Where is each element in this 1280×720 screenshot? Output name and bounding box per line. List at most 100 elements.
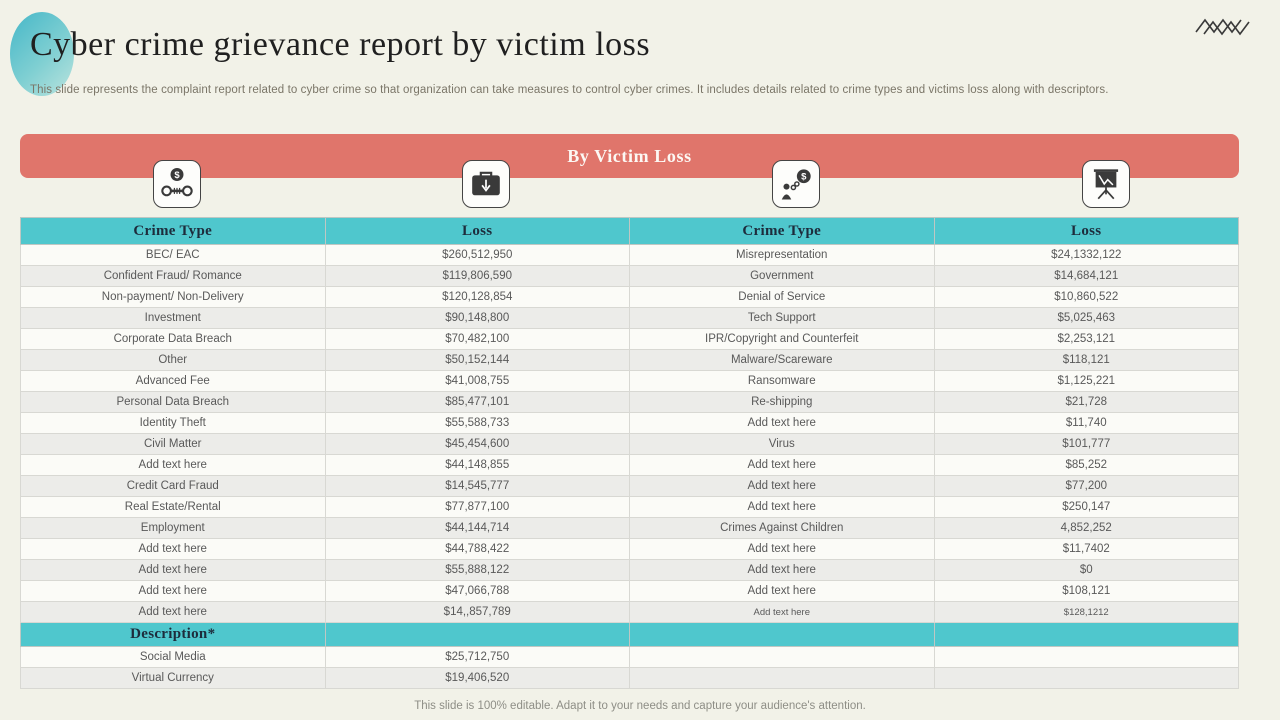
table-row: Personal Data Breach $85,477,101 Re-shippi…: [20, 391, 1239, 413]
loss-cell: $250,147: [933, 496, 1239, 518]
victim-loss-table: Crime Type Loss Crime Type Loss BEC/ EAC $26…: [20, 217, 1239, 689]
loss-cell: $19,406,520: [324, 667, 630, 689]
crime-type-cell: Confident Fraud/ Romance: [20, 265, 326, 287]
loss-cell: $47,066,788: [324, 580, 630, 602]
crime-type-cell: Virus: [629, 433, 935, 455]
table-row: Credit Card Fraud $14,545,777 Add text her…: [20, 475, 1239, 497]
crime-type-cell: [629, 667, 935, 689]
crime-type-cell: Add text here: [629, 580, 935, 602]
table-row: Other $50,152,144 Malware/Scareware $118,12…: [20, 349, 1239, 371]
table-row: Non-payment/ Non-Delivery $120,128,854 Den…: [20, 286, 1239, 308]
crime-type-cell: Civil Matter: [20, 433, 326, 455]
table-row: Virtual Currency $19,406,520: [20, 667, 1239, 689]
crime-type-cell: Other: [20, 349, 326, 371]
table-row: Add text here $44,148,855 Add text here $85…: [20, 454, 1239, 476]
crime-type-cell: [629, 646, 935, 668]
loss-cell: $21,728: [933, 391, 1239, 413]
crime-type-cell: Malware/Scareware: [629, 349, 935, 371]
loss-cell: $77,200: [933, 475, 1239, 497]
crime-type-cell: Add text here: [20, 601, 326, 623]
table-row: Description*: [20, 622, 1239, 647]
page-title: Cyber crime grievance report by victim l…: [30, 26, 651, 63]
table-row: BEC/ EAC $260,512,950 Misrepresentation $24…: [20, 244, 1239, 266]
loss-cell: [933, 667, 1239, 689]
zigzag-logo-icon: [1195, 18, 1250, 36]
table-row: Add text here $47,066,788 Add text here $10…: [20, 580, 1239, 602]
crime-type-cell: Government: [629, 265, 935, 287]
dollar-handcuffs-icon: $: [161, 168, 193, 197]
loss-cell: $44,788,422: [324, 538, 630, 560]
crime-type-cell: Add text here: [20, 580, 326, 602]
crime-type-cell: Add text here: [20, 454, 326, 476]
crime-type-cell: Misrepresentation: [629, 244, 935, 266]
crime-type-cell: [629, 622, 935, 647]
svg-text:$: $: [174, 170, 180, 181]
loss-cell: $25,712,750: [324, 646, 630, 668]
crime-type-cell: Virtual Currency: [20, 667, 326, 689]
loss-cell: $77,877,100: [324, 496, 630, 518]
crime-type-cell: Corporate Data Breach: [20, 328, 326, 350]
crime-type-cell: IPR/Copyright and Counterfeit: [629, 328, 935, 350]
loss-cell: $120,128,854: [324, 286, 630, 308]
svg-text:$: $: [801, 172, 807, 183]
crime-type-cell: Denial of Service: [629, 286, 935, 308]
crime-type-cell: Credit Card Fraud: [20, 475, 326, 497]
loss-cell: $11,7402: [933, 538, 1239, 560]
table-row: Add text here $44,788,422 Add text here $11…: [20, 538, 1239, 560]
table-row: Civil Matter $45,454,600 Virus $101,777: [20, 433, 1239, 455]
crime-type-cell: BEC/ EAC: [20, 244, 326, 266]
loss-cell: $14,,857,789: [324, 601, 630, 623]
icon-box-briefcase: [462, 160, 510, 208]
crime-type-cell: Add text here: [20, 559, 326, 581]
footer-note: This slide is 100% editable. Adapt it to…: [414, 700, 866, 712]
header-row: Crime Type Loss Crime Type Loss: [20, 217, 1239, 245]
chained-dollar-icon: $: [781, 169, 811, 200]
crime-type-cell: Add text here: [629, 496, 935, 518]
subtitle: This slide represents the complaint repo…: [30, 84, 1109, 96]
crime-type-cell: Add text here: [629, 538, 935, 560]
loss-cell: $108,121: [933, 580, 1239, 602]
crime-type-cell: Identity Theft: [20, 412, 326, 434]
crime-type-cell: Personal Data Breach: [20, 391, 326, 413]
section-header: Description*: [20, 622, 326, 647]
crime-type-cell: Advanced Fee: [20, 370, 326, 392]
icon-box-money-crime: $: [153, 160, 201, 208]
loss-cell: $0: [933, 559, 1239, 581]
table-row: Add text here $55,888,122 Add text here $0: [20, 559, 1239, 581]
table-row: Social Media $25,712,750: [20, 646, 1239, 668]
crime-type-cell: Tech Support: [629, 307, 935, 329]
table-row: Investment $90,148,800 Tech Support $5,025,…: [20, 307, 1239, 329]
loss-cell: $119,806,590: [324, 265, 630, 287]
victim-loss-banner: By Victim Loss: [20, 134, 1239, 178]
crime-type-cell: Add text here: [629, 601, 935, 623]
icon-box-debt-chain: $: [772, 160, 820, 208]
loss-cell: $85,252: [933, 454, 1239, 476]
table-row: Real Estate/Rental $77,877,100 Add text he…: [20, 496, 1239, 518]
loss-cell: 4,852,252: [933, 517, 1239, 539]
briefcase-download-icon: [472, 171, 500, 196]
loss-cell: $128,1212: [933, 601, 1239, 623]
crime-type-cell: Investment: [20, 307, 326, 329]
loss-cell: $11,740: [933, 412, 1239, 434]
crime-type-cell: Crimes Against Children: [629, 517, 935, 539]
loss-cell: $2,253,121: [933, 328, 1239, 350]
table-row: Employment $44,144,714 Crimes Against Chil…: [20, 517, 1239, 539]
loss-cell: [324, 622, 630, 647]
crime-type-cell: Add text here: [629, 559, 935, 581]
loss-cell: $50,152,144: [324, 349, 630, 371]
icon-box-loss-chart: [1082, 160, 1130, 208]
loss-cell: [933, 646, 1239, 668]
loss-cell: $44,144,714: [324, 517, 630, 539]
crime-type-cell: Add text here: [629, 454, 935, 476]
loss-cell: $41,008,755: [324, 370, 630, 392]
table-body: BEC/ EAC $260,512,950 Misrepresentation $24…: [20, 244, 1239, 689]
loss-cell: $14,545,777: [324, 475, 630, 497]
crime-type-cell: Re-shipping: [629, 391, 935, 413]
loss-cell: $118,121: [933, 349, 1239, 371]
crime-type-cell: Social Media: [20, 646, 326, 668]
loss-cell: [933, 622, 1239, 647]
presentation-graph-icon: [1093, 169, 1119, 200]
column-header: Loss: [324, 217, 630, 245]
loss-cell: $24,1332,122: [933, 244, 1239, 266]
loss-cell: $45,454,600: [324, 433, 630, 455]
